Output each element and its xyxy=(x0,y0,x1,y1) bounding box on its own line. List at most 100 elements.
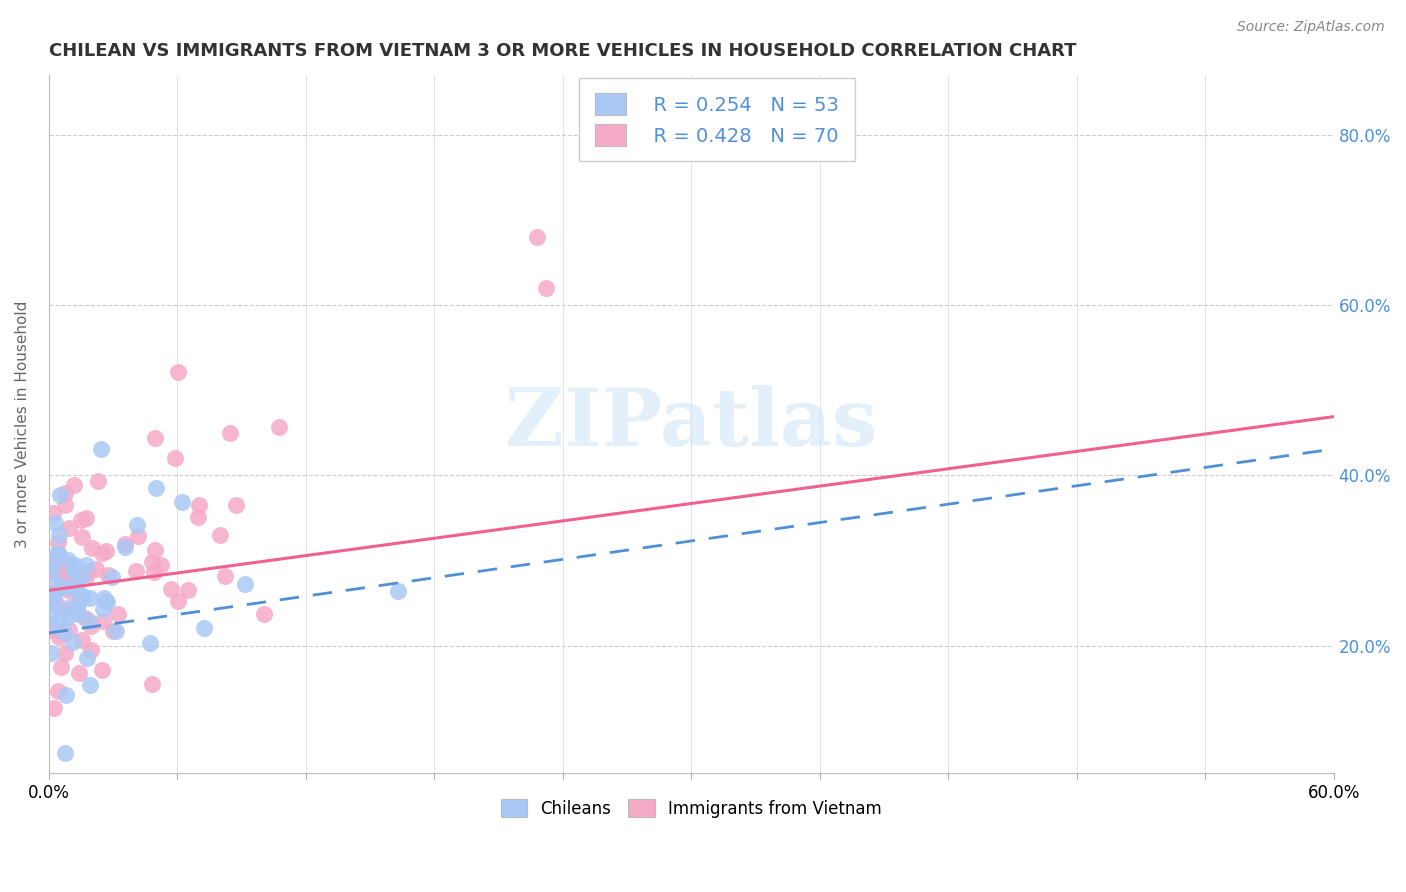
Point xyxy=(77,564,100,578)
Point xyxy=(534,281,557,295)
Point xyxy=(387,584,409,599)
Point xyxy=(141,677,163,691)
Point xyxy=(59,575,82,590)
Point xyxy=(44,516,66,530)
Point xyxy=(73,611,96,625)
Point xyxy=(41,558,63,572)
Point xyxy=(59,581,82,595)
Point xyxy=(177,583,200,598)
Point xyxy=(66,607,89,622)
Point xyxy=(105,624,128,639)
Point xyxy=(225,498,247,512)
Point xyxy=(149,558,172,572)
Point xyxy=(125,564,148,578)
Point xyxy=(45,545,67,559)
Point xyxy=(51,579,73,593)
Point xyxy=(48,547,70,561)
Point xyxy=(165,451,187,466)
Point xyxy=(77,614,100,628)
Point xyxy=(42,597,65,611)
Point xyxy=(55,688,77,702)
Point xyxy=(55,604,77,618)
Point xyxy=(65,558,87,572)
Point xyxy=(41,564,63,578)
Point xyxy=(267,420,290,434)
Point xyxy=(187,510,209,524)
Point xyxy=(160,582,183,597)
Point xyxy=(70,529,93,543)
Point xyxy=(67,595,90,609)
Point xyxy=(44,586,66,600)
Point xyxy=(94,544,117,558)
Point xyxy=(45,566,67,581)
Point xyxy=(172,495,194,509)
Point xyxy=(96,595,118,609)
Point xyxy=(53,646,76,660)
Point xyxy=(39,556,62,570)
Point xyxy=(46,623,69,637)
Point xyxy=(49,488,72,502)
Point xyxy=(80,619,103,633)
Point xyxy=(75,558,97,573)
Point xyxy=(45,578,67,592)
Point xyxy=(58,521,80,535)
Point xyxy=(145,481,167,495)
Point xyxy=(62,635,84,649)
Point xyxy=(39,618,62,632)
Point xyxy=(91,546,114,560)
Point xyxy=(66,602,89,616)
Point xyxy=(143,565,166,579)
Point xyxy=(53,746,76,760)
Point xyxy=(167,365,190,379)
Point xyxy=(76,651,98,665)
Legend: Chileans, Immigrants from Vietnam: Chileans, Immigrants from Vietnam xyxy=(494,792,889,824)
Point xyxy=(53,568,76,582)
Y-axis label: 3 or more Vehicles in Household: 3 or more Vehicles in Household xyxy=(15,301,30,548)
Point xyxy=(253,607,276,621)
Point xyxy=(46,535,69,549)
Point xyxy=(101,569,124,583)
Point xyxy=(75,570,97,584)
Point xyxy=(187,498,209,512)
Point xyxy=(52,574,75,588)
Point xyxy=(48,550,70,565)
Point xyxy=(53,624,76,639)
Point xyxy=(91,663,114,677)
Point xyxy=(125,517,148,532)
Point xyxy=(79,591,101,605)
Point xyxy=(145,542,167,557)
Point xyxy=(139,636,162,650)
Point xyxy=(49,611,72,625)
Point xyxy=(141,555,163,569)
Point xyxy=(46,566,69,581)
Point xyxy=(42,586,65,600)
Point xyxy=(526,230,548,244)
Point xyxy=(42,506,65,520)
Point xyxy=(114,537,136,551)
Text: ZIPatlas: ZIPatlas xyxy=(505,385,877,463)
Point xyxy=(53,556,76,570)
Point xyxy=(208,527,231,541)
Point xyxy=(127,529,149,543)
Point xyxy=(219,425,242,440)
Point xyxy=(79,678,101,692)
Point xyxy=(143,431,166,445)
Point xyxy=(70,570,93,584)
Point xyxy=(67,666,90,681)
Point xyxy=(69,593,91,607)
Point xyxy=(91,614,114,628)
Point xyxy=(82,541,104,555)
Text: Source: ZipAtlas.com: Source: ZipAtlas.com xyxy=(1237,20,1385,34)
Point xyxy=(93,601,115,615)
Point xyxy=(69,512,91,526)
Point xyxy=(39,594,62,608)
Point xyxy=(193,621,215,635)
Point xyxy=(58,623,80,637)
Point xyxy=(167,594,190,608)
Point xyxy=(59,583,82,598)
Point xyxy=(75,511,97,525)
Point xyxy=(80,643,103,657)
Point xyxy=(72,633,94,648)
Point xyxy=(63,478,86,492)
Point xyxy=(48,527,70,541)
